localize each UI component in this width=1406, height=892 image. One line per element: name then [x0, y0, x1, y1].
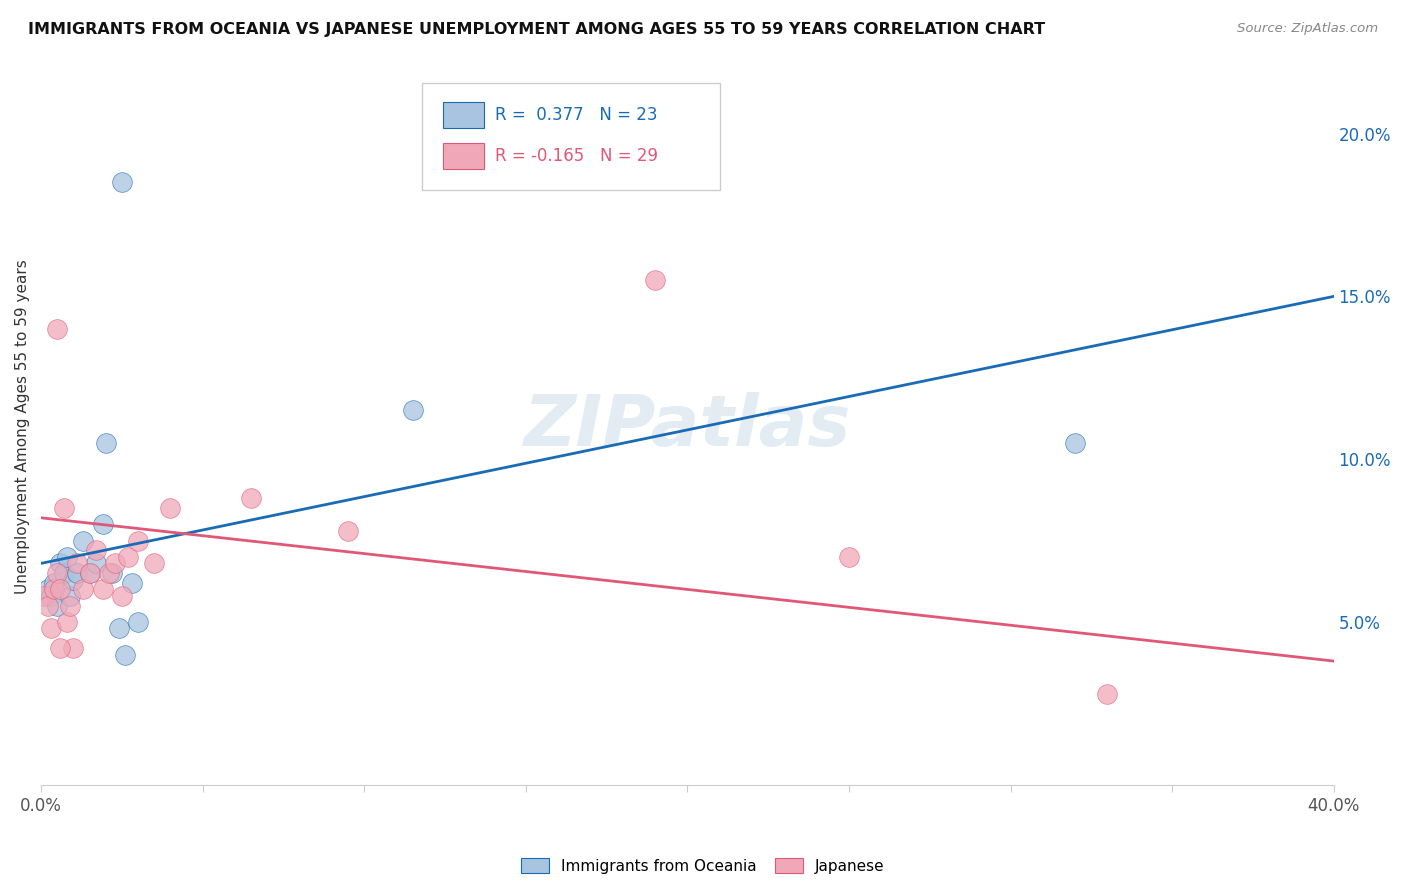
Point	[72, 582, 94, 597]
Point	[337, 524, 360, 538]
Point	[34, 589, 56, 603]
Point	[98, 566, 121, 581]
FancyBboxPatch shape	[443, 143, 485, 169]
Point	[402, 403, 425, 417]
Y-axis label: Unemployment Among Ages 55 to 59 years: Unemployment Among Ages 55 to 59 years	[15, 260, 30, 594]
Point	[42, 582, 65, 597]
Point	[39, 622, 62, 636]
Point	[127, 615, 149, 629]
Point	[37, 599, 59, 613]
Point	[72, 533, 94, 548]
Point	[46, 566, 69, 581]
Point	[838, 549, 860, 564]
Point	[52, 566, 75, 581]
Point	[104, 557, 127, 571]
Text: ZIPatlas: ZIPatlas	[523, 392, 851, 461]
Point	[79, 566, 101, 581]
Point	[39, 589, 62, 603]
Point	[143, 557, 166, 571]
Point	[240, 491, 263, 506]
FancyBboxPatch shape	[443, 103, 485, 128]
Point	[79, 566, 101, 581]
Text: IMMIGRANTS FROM OCEANIA VS JAPANESE UNEMPLOYMENT AMONG AGES 55 TO 59 YEARS CORRE: IMMIGRANTS FROM OCEANIA VS JAPANESE UNEM…	[28, 22, 1045, 37]
Point	[56, 549, 79, 564]
Point	[1097, 687, 1119, 701]
Point	[91, 582, 114, 597]
Point	[56, 615, 79, 629]
Point	[114, 648, 136, 662]
Legend: Immigrants from Oceania, Japanese: Immigrants from Oceania, Japanese	[516, 852, 890, 880]
Point	[84, 557, 107, 571]
Point	[49, 640, 72, 655]
Text: Source: ZipAtlas.com: Source: ZipAtlas.com	[1237, 22, 1378, 36]
Point	[91, 517, 114, 532]
Point	[37, 582, 59, 597]
Point	[159, 501, 181, 516]
Point	[101, 566, 124, 581]
Point	[107, 622, 129, 636]
Point	[66, 566, 89, 581]
Point	[66, 557, 89, 571]
Point	[127, 533, 149, 548]
FancyBboxPatch shape	[422, 83, 720, 190]
Point	[94, 436, 117, 450]
Point	[49, 582, 72, 597]
Point	[46, 322, 69, 336]
Point	[42, 575, 65, 590]
Point	[121, 575, 143, 590]
Point	[644, 273, 666, 287]
Text: R =  0.377   N = 23: R = 0.377 N = 23	[495, 106, 657, 124]
Point	[117, 549, 139, 564]
Point	[84, 543, 107, 558]
Point	[1064, 436, 1087, 450]
Point	[111, 589, 134, 603]
Point	[59, 599, 82, 613]
Point	[111, 176, 134, 190]
Point	[62, 640, 84, 655]
Point	[46, 599, 69, 613]
Point	[62, 573, 84, 587]
Point	[49, 557, 72, 571]
Point	[52, 501, 75, 516]
Point	[59, 589, 82, 603]
Text: R = -0.165   N = 29: R = -0.165 N = 29	[495, 147, 658, 165]
